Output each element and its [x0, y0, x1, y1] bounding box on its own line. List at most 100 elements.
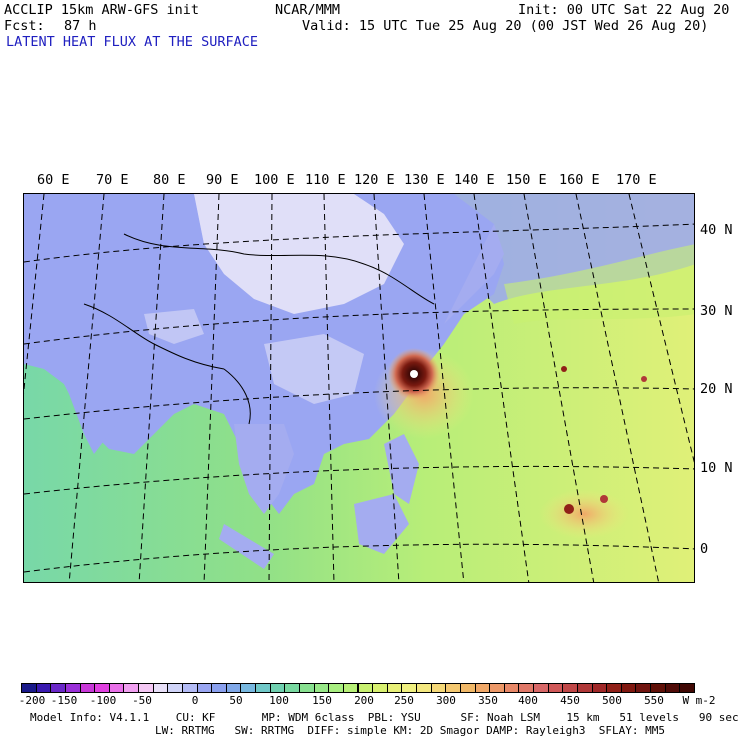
lon-line: [268, 194, 273, 582]
lon-label: 90 E: [206, 172, 239, 188]
colorbar-cell: [474, 683, 491, 693]
snow-patch: [264, 334, 364, 404]
lat-label: 30 N: [700, 303, 733, 319]
lon-label: 160 E: [559, 172, 600, 188]
graticule: [24, 194, 694, 582]
colorbar-cell: [503, 683, 520, 693]
borneo-island: [354, 494, 409, 554]
colorbar-cell: [650, 683, 666, 693]
colorbar-cell: [606, 683, 622, 693]
colorbar: [21, 683, 711, 695]
lon-line: [373, 194, 400, 582]
colorbar-cell: [401, 683, 418, 693]
colorbar-cell: [547, 683, 564, 693]
colorbar-tick: 150: [312, 694, 332, 707]
border-line: [223, 368, 251, 425]
colorbar-cell: [430, 683, 447, 693]
colorbar-tick: 500: [602, 694, 622, 707]
colorbar-cell: [50, 683, 66, 693]
model-info-line2: LW: RRTMG SW: RRTMG DIFF: simple KM: 2D …: [155, 724, 665, 737]
lon-label: 100 E: [254, 172, 295, 188]
lon-label: 170 E: [616, 172, 657, 188]
colorbar-cell: [386, 683, 403, 693]
lon-line: [138, 194, 165, 582]
arabia-land: [24, 304, 49, 354]
colorbar-cell: [620, 683, 637, 693]
colorbar-cell: [313, 683, 330, 693]
lon-label: 150 E: [506, 172, 547, 188]
colorbar-cell: [211, 683, 227, 693]
lat-label: 0: [700, 541, 709, 557]
colorbar-cell: [64, 683, 81, 693]
valid-time: Valid: 15 UTC Tue 25 Aug 20 (00 JST Wed …: [302, 18, 709, 34]
lon-line: [628, 194, 694, 463]
colorbar-cell: [225, 683, 242, 693]
colorbar-cell: [635, 683, 652, 693]
lat-label: 40 N: [700, 222, 733, 238]
lon-line: [68, 194, 105, 582]
colorbar-cell: [152, 683, 169, 693]
lat-label: 10 N: [700, 460, 733, 476]
colorbar-units: W m-2: [682, 694, 716, 707]
colorbar-cell: [196, 683, 213, 693]
colorbar-cell: [664, 683, 681, 693]
lon-label: 60 E: [37, 172, 70, 188]
warm-flux-patch: [539, 489, 629, 539]
lon-label: 130 E: [404, 172, 445, 188]
lon-label: 70 E: [96, 172, 129, 188]
india-land: [54, 324, 144, 454]
colorbar-cell: [108, 683, 125, 693]
lat-label: 20 N: [700, 381, 733, 397]
colorbar-cell: [35, 683, 52, 693]
org-label: NCAR/MMM: [275, 2, 341, 18]
colorbar-cell: [21, 683, 37, 693]
colorbar-cell: [489, 683, 505, 693]
colorbar-tick: 100: [269, 694, 289, 707]
hot-spot: [564, 504, 574, 514]
model-title: ACCLIP 15km ARW-GFS init: [4, 2, 200, 18]
lon-line: [24, 194, 45, 394]
sumatra-island: [219, 524, 274, 569]
lat-line: [24, 543, 694, 573]
colorbar-cell: [167, 683, 183, 693]
colorbar-cell: [94, 683, 110, 693]
map-canvas: [24, 194, 694, 582]
colorbar-cell: [357, 683, 374, 693]
colorbar-tick: -50: [132, 694, 152, 707]
hot-spot: [641, 376, 647, 382]
borders: [83, 233, 435, 425]
colorbar-cell: [679, 683, 695, 693]
colorbar-cell: [416, 683, 432, 693]
colorbar-tick: 300: [436, 694, 456, 707]
colorbar-cell: [328, 683, 344, 693]
japan-islands: [444, 224, 504, 324]
colorbar-cell: [181, 683, 198, 693]
lon-label: 140 E: [454, 172, 495, 188]
colorbar-cell: [79, 683, 96, 693]
colorbar-cell: [138, 683, 154, 693]
hot-spot: [600, 495, 608, 503]
lon-line: [323, 194, 335, 582]
lon-line: [423, 194, 465, 582]
colorbar-cell: [298, 683, 315, 693]
colorbar-cell: [284, 683, 300, 693]
fcst-label: Fcst:: [4, 18, 45, 34]
lon-line: [523, 194, 595, 582]
colorbar-cell: [459, 683, 476, 693]
colorbar-cell: [372, 683, 388, 693]
colorbar-cell: [123, 683, 140, 693]
colorbar-tick: -200: [18, 694, 46, 707]
colorbar-tick: 250: [394, 694, 414, 707]
border-line: [83, 303, 225, 370]
lon-label: 80 E: [153, 172, 186, 188]
init-time: Init: 00 UTC Sat 22 Aug 20: [518, 2, 730, 18]
colorbar-tick: 50: [229, 694, 243, 707]
colorbar-cell: [518, 683, 535, 693]
colorbar-tick: -150: [50, 694, 78, 707]
colorbar-cell: [533, 683, 549, 693]
colorbar-tick: -100: [89, 694, 117, 707]
typhoon-eye: [410, 370, 418, 378]
snow-patch: [144, 309, 204, 344]
colorbar-cell: [562, 683, 578, 693]
lon-label: 110 E: [305, 172, 346, 188]
